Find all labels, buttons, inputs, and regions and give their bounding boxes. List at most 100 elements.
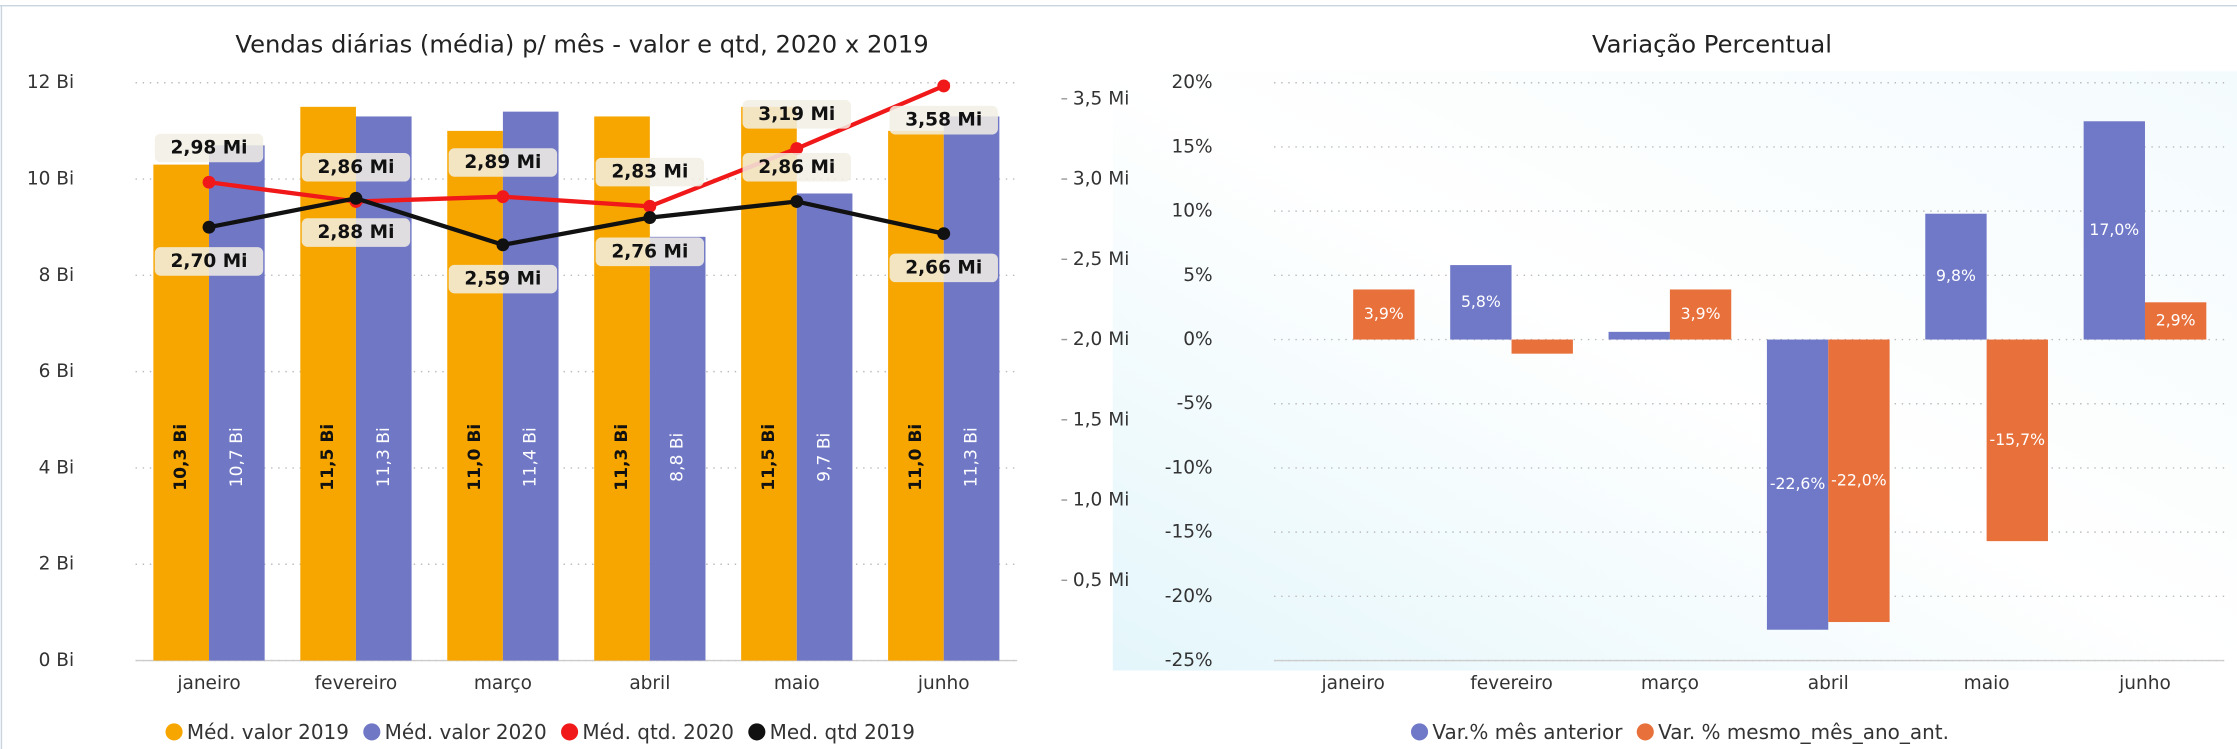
legend-marker <box>1410 723 1429 741</box>
y-tick-label: 12 Bi <box>27 72 74 93</box>
data-label: 9,8% <box>1936 266 1976 285</box>
data-label: 17,0% <box>2089 220 2139 239</box>
x-tick-label: maio <box>1964 673 2010 694</box>
data-label: 3,19 Mi <box>758 104 835 125</box>
bar <box>594 116 650 661</box>
bar <box>1669 289 1732 340</box>
x-tick-label: fevereiro <box>315 673 398 694</box>
data-label: 5,8% <box>1461 292 1501 311</box>
point <box>496 238 510 252</box>
y2-tick-label: 3,5 Mi <box>1073 88 1130 109</box>
bar <box>1986 339 2048 542</box>
bar <box>2083 121 2145 340</box>
bar <box>502 111 559 661</box>
x-tick-label: junho <box>2118 673 2171 694</box>
x-tick-label: janeiro <box>1321 673 1385 694</box>
y-tick-label: -20% <box>1165 586 1213 607</box>
bar <box>1828 339 1890 623</box>
data-label: 2,89 Mi <box>464 152 541 173</box>
data-label: -15,7% <box>1990 430 2046 449</box>
data-label: 2,66 Mi <box>905 257 982 278</box>
x-tick-label: maio <box>774 673 820 694</box>
y-tick-label: 20% <box>1171 72 1212 93</box>
y2-tick-label: 3,0 Mi <box>1073 169 1130 190</box>
point <box>937 227 951 241</box>
y2-tick-label: 2,5 Mi <box>1073 249 1130 270</box>
legend-label: Med. qtd 2019 <box>770 720 915 744</box>
legend-marker <box>561 723 579 741</box>
data-label: 9,7 Bi <box>815 433 835 482</box>
point <box>202 175 216 189</box>
point <box>643 211 657 224</box>
data-label: 2,86 Mi <box>317 157 394 178</box>
legend-marker <box>363 723 381 741</box>
legend-label: Var. % mesmo_mês_ano_ant. <box>1658 720 1949 744</box>
data-label: 11,3 Bi <box>374 427 394 487</box>
y2-tick-label: 0,5 Mi <box>1073 570 1130 591</box>
data-label: 3,58 Mi <box>905 110 982 131</box>
data-label-box <box>301 218 411 247</box>
bar <box>943 116 1000 661</box>
data-label: 11,3 Bi <box>612 424 632 491</box>
data-label-box <box>301 153 411 182</box>
data-label: 11,3 Bi <box>962 427 982 487</box>
bar <box>447 130 503 661</box>
x-tick-label: fevereiro <box>1470 673 1553 694</box>
data-label: 2,98 Mi <box>171 138 248 159</box>
data-label-box <box>889 105 998 135</box>
data-label: 2,59 Mi <box>464 269 541 290</box>
legend-marker <box>748 723 766 741</box>
point <box>202 220 216 234</box>
bar <box>649 236 706 661</box>
data-label: 10,3 Bi <box>171 424 191 491</box>
legend-label: Méd. qtd. 2020 <box>582 720 734 744</box>
bar <box>1925 213 1987 340</box>
y-tick-label: -5% <box>1177 393 1213 414</box>
data-label: -22,6% <box>1770 474 1826 493</box>
y2-tick-label: 1,5 Mi <box>1073 409 1130 430</box>
bar <box>2144 302 2207 340</box>
x-tick-label: abril <box>1808 673 1849 694</box>
y-tick-label: 2 Bi <box>39 554 75 575</box>
data-label: 2,70 Mi <box>171 251 248 272</box>
point <box>790 195 804 208</box>
y-tick-label: 10% <box>1171 201 1212 222</box>
data-label: 2,76 Mi <box>611 241 688 262</box>
y-tick-label: -25% <box>1165 650 1213 671</box>
legend-label: Var.% mês anterior <box>1432 720 1623 744</box>
data-label-box <box>742 100 852 129</box>
data-label: 2,88 Mi <box>317 222 394 243</box>
legend-label: Méd. valor 2019 <box>187 720 349 744</box>
data-label-box <box>595 157 705 187</box>
chart-title: Variação Percentual <box>1592 30 1832 59</box>
legend-marker <box>1636 723 1654 741</box>
x-tick-label: março <box>1641 673 1699 694</box>
bar <box>1766 339 1829 630</box>
bar <box>1353 289 1415 340</box>
x-tick-label: janeiro <box>176 673 240 694</box>
data-label-box <box>448 148 558 177</box>
data-label: 2,83 Mi <box>611 162 688 183</box>
x-tick-label: junho <box>917 673 970 694</box>
bar <box>796 193 853 661</box>
point <box>790 142 804 155</box>
bar <box>1608 331 1670 340</box>
data-label: 11,0 Bi <box>906 424 926 491</box>
y-tick-label: -15% <box>1165 522 1213 543</box>
bar <box>1450 265 1512 340</box>
bar <box>209 145 265 661</box>
data-label-box <box>595 237 705 267</box>
bar <box>153 164 210 661</box>
point <box>937 79 951 93</box>
y2-tick-label: 2,0 Mi <box>1073 329 1130 350</box>
data-label-box <box>154 247 264 276</box>
data-label: 2,86 Mi <box>758 157 835 178</box>
data-label: 11,5 Bi <box>318 424 338 491</box>
data-label-box <box>742 153 852 182</box>
y-tick-label: 10 Bi <box>27 169 74 190</box>
y-tick-label: 6 Bi <box>39 361 75 382</box>
line <box>208 196 945 248</box>
point <box>496 190 510 204</box>
